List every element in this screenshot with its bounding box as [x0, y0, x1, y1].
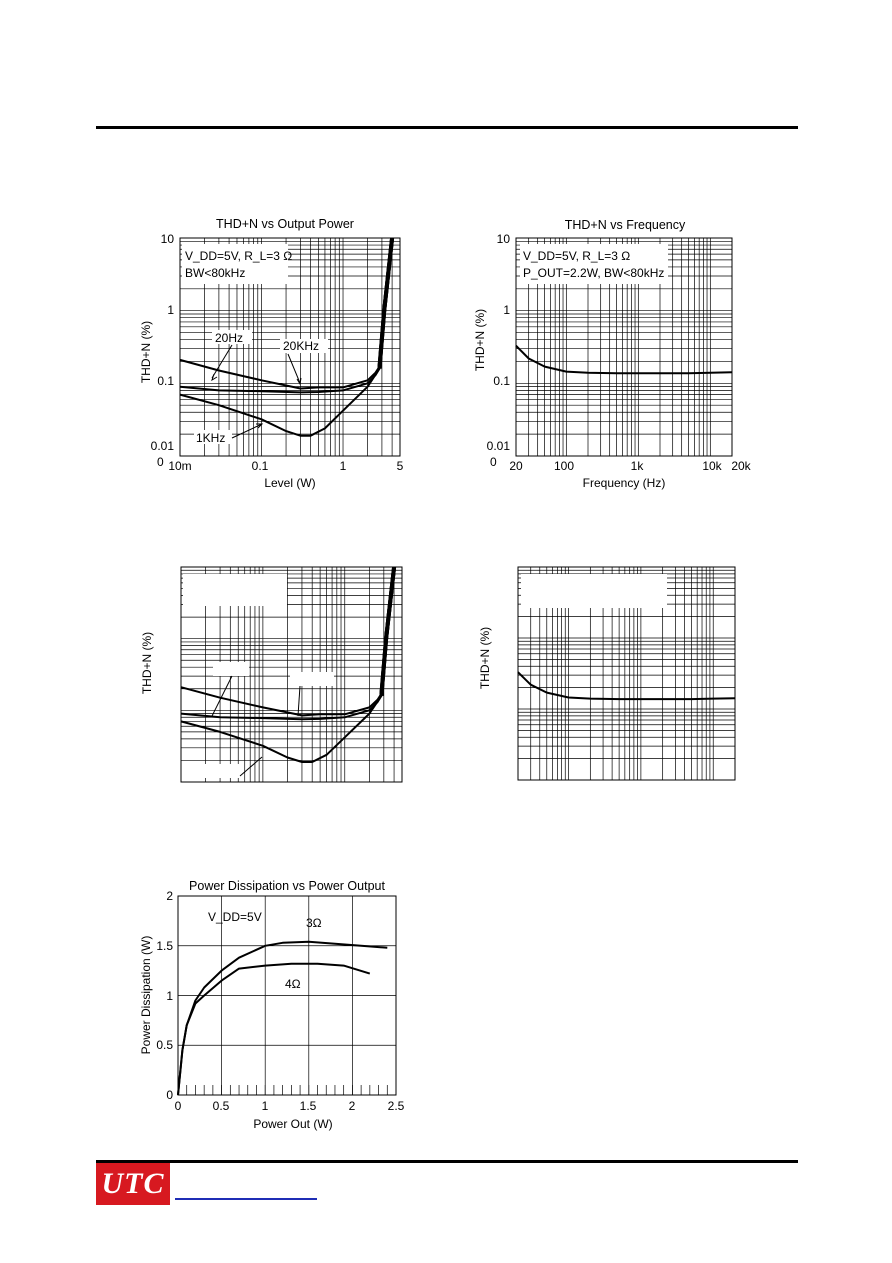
website-link[interactable]	[175, 1198, 317, 1200]
x-tick: 20	[509, 459, 523, 473]
y-tick: 1	[167, 303, 174, 317]
label-mask	[212, 330, 252, 344]
label-mask	[280, 339, 328, 353]
series-line-2	[177, 962, 371, 1096]
series-label-3ohm: 3Ω	[306, 916, 322, 930]
arrow-20hz	[211, 675, 233, 717]
arrow-20khz	[287, 353, 301, 384]
x-axis-label: Frequency (Hz)	[583, 476, 666, 490]
annotation-mask	[183, 574, 287, 606]
annotation-mask	[521, 574, 667, 608]
label-mask	[200, 764, 240, 778]
x-tick: 1	[340, 459, 347, 473]
header-rule	[96, 126, 798, 129]
y-axis-label: THD+N (%)	[478, 627, 492, 689]
series-label-20khz: 20KHz	[283, 339, 319, 353]
utc-logo: UTC	[96, 1163, 170, 1205]
annotation-box	[520, 244, 668, 284]
plot-frame	[180, 566, 403, 783]
y-tick: 0.01	[487, 439, 511, 453]
footer-rule	[96, 1160, 798, 1163]
series-label-1khz: 1KHz	[196, 431, 225, 445]
annotation-vdd: V_DD=5V	[208, 910, 262, 924]
y-tick: 0	[490, 455, 497, 469]
series-clip-segment	[377, 237, 395, 369]
series-line-1	[515, 344, 733, 375]
series-label-4ohm: 4Ω	[285, 977, 301, 991]
x-tick: 100	[554, 459, 574, 473]
arrow-20khz	[297, 685, 301, 717]
arrow-1khz	[231, 423, 263, 439]
y-axis-label: THD+N (%)	[139, 321, 153, 383]
y-tick: 0.5	[156, 1038, 173, 1052]
label-mask	[194, 430, 232, 444]
series-label-20hz: 20Hz	[215, 331, 243, 345]
x-tick: 0.1	[252, 459, 269, 473]
x-tick: 20k	[731, 459, 751, 473]
arrow-head	[296, 377, 302, 386]
x-tick: 5	[397, 459, 404, 473]
y-tick: 0.1	[157, 374, 174, 388]
annotation-line-2: P_OUT=2.2W, BW<80kHz	[523, 266, 664, 280]
arrow-20hz	[211, 344, 233, 379]
x-axis-label: Power Out (W)	[253, 1117, 332, 1131]
arrow-head	[256, 423, 264, 429]
x-tick: 0.5	[213, 1099, 230, 1113]
annotation-line-2: BW<80kHz	[185, 266, 245, 280]
series-line-1	[517, 671, 736, 701]
x-tick: 10m	[168, 459, 191, 473]
chart-title: Power Dissipation vs Power Output	[189, 879, 385, 893]
x-tick: 10k	[702, 459, 722, 473]
y-axis-label: THD+N (%)	[473, 309, 487, 371]
x-axis-label: Level (W)	[264, 476, 315, 490]
y-tick: 0	[166, 1088, 173, 1102]
label-mask	[290, 672, 334, 686]
x-tick: 0	[175, 1099, 182, 1113]
y-tick: 2	[166, 889, 173, 903]
y-tick: 0.01	[151, 439, 175, 453]
arrow-head	[211, 373, 218, 382]
annotation-line-1: V_DD=5V, R_L=3 Ω	[523, 249, 630, 263]
y-tick: 0	[157, 455, 164, 469]
plot-frame	[179, 237, 401, 457]
y-tick: 1	[166, 989, 173, 1003]
label-mask	[213, 662, 249, 676]
x-tick: 1k	[631, 459, 645, 473]
x-tick: 2	[349, 1099, 356, 1113]
y-tick: 1	[503, 303, 510, 317]
annotation-line-1: V_DD=5V, R_L=3 Ω	[185, 249, 292, 263]
x-tick: 1	[262, 1099, 269, 1113]
y-tick: 10	[497, 232, 511, 246]
y-tick: 10	[161, 232, 175, 246]
annotation-box	[182, 244, 288, 284]
chart-title: THD+N vs Output Power	[216, 217, 354, 231]
chart-title: THD+N vs Frequency	[565, 218, 686, 232]
y-tick: 0.1	[493, 374, 510, 388]
y-tick: 1.5	[156, 939, 173, 953]
x-tick: 1.5	[300, 1099, 317, 1113]
x-tick: 2.5	[388, 1099, 405, 1113]
series-clip-segment	[379, 566, 397, 696]
y-axis-label: Power Dissipation (W)	[139, 936, 153, 1055]
arrow-1khz	[239, 756, 263, 777]
y-axis-label: THD+N (%)	[140, 632, 154, 694]
